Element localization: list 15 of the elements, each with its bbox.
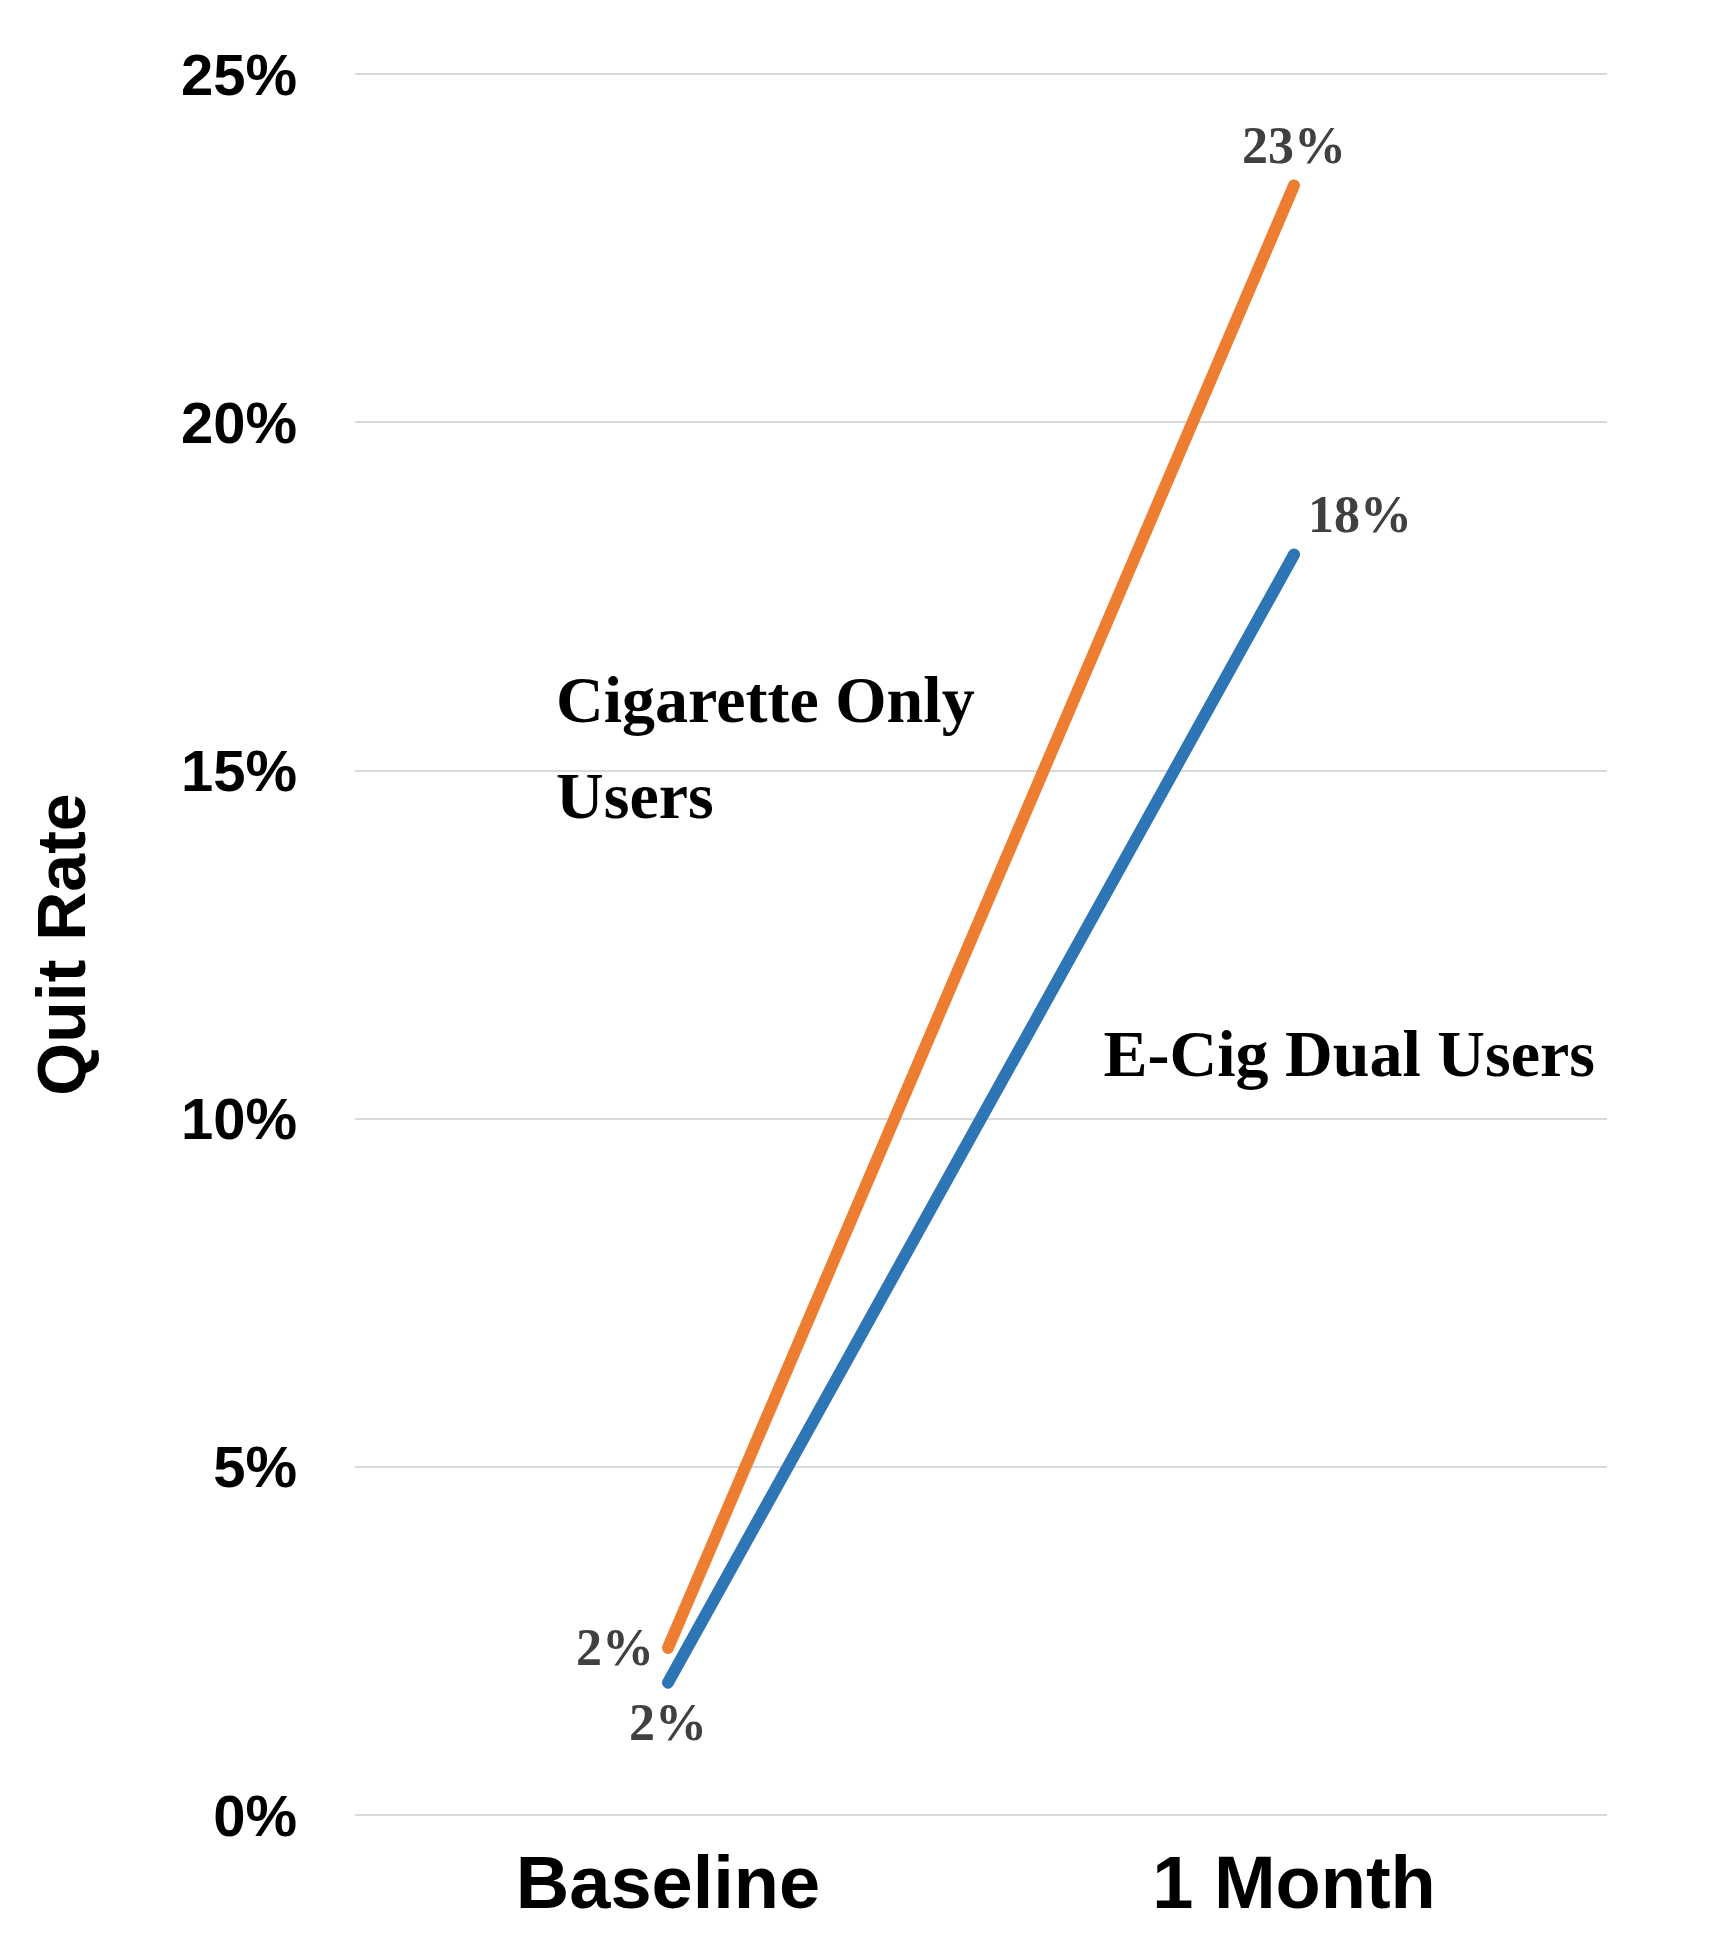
data-label: 2% (576, 1619, 654, 1677)
data-label: 18% (1308, 486, 1412, 544)
y-tick-label: 0% (213, 1782, 297, 1848)
data-label: 2% (629, 1694, 707, 1752)
y-tick-label: 25% (180, 41, 297, 107)
x-tick-label: Baseline (515, 1840, 821, 1924)
y-tick-label: 10% (180, 1086, 297, 1152)
y-tick-label: 20% (180, 389, 297, 455)
series-label: Cigarette Only Users (556, 662, 975, 832)
series-label: E-Cig Dual Users (1103, 1017, 1595, 1091)
y-tick-label: 5% (213, 1434, 297, 1500)
y-tick-label: 15% (180, 737, 297, 803)
x-tick-label: 1 Month (1152, 1840, 1436, 1924)
y-axis-title: Quit Rate (23, 793, 99, 1096)
data-label: 23% (1242, 116, 1346, 174)
